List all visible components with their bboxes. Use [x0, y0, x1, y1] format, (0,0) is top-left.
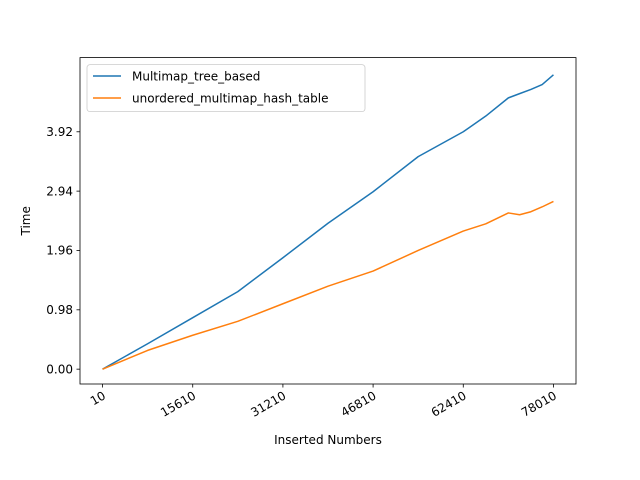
axes-frame	[79, 57, 577, 385]
x-tick-label: 78010	[519, 388, 559, 419]
y-tick-label: 3.92	[46, 125, 73, 139]
plot-area	[102, 74, 554, 370]
y-axis-label: Time	[19, 206, 33, 236]
legend: Multimap_tree_based unordered_multimap_ha…	[86, 64, 366, 112]
x-axis: 10 15610 31210 46810 62410 78010	[88, 384, 559, 420]
y-axis: 0.00 0.98 1.96 2.94 3.92	[46, 125, 80, 376]
x-tick-label: 10	[88, 388, 108, 408]
y-tick-label: 0.00	[46, 362, 73, 376]
legend-label: Multimap_tree_based	[132, 69, 260, 83]
y-tick-label: 0.98	[46, 303, 73, 317]
x-axis-label: Inserted Numbers	[274, 433, 382, 447]
series-line-1	[102, 74, 554, 370]
x-tick-label: 46810	[339, 388, 379, 419]
legend-label: unordered_multimap_hash_table	[132, 91, 328, 105]
x-tick-label: 31210	[248, 388, 288, 419]
legend-box	[86, 64, 366, 112]
y-tick-label: 1.96	[46, 244, 73, 258]
series-line-2	[102, 200, 554, 370]
x-tick-label: 62410	[429, 388, 469, 419]
x-tick-label: 15610	[158, 388, 198, 419]
y-tick-label: 2.94	[46, 184, 73, 198]
